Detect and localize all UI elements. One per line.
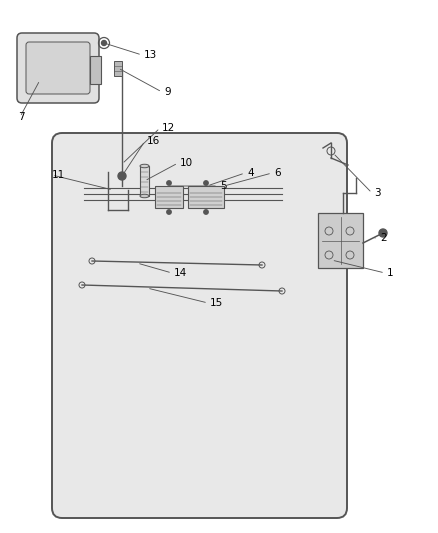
- Circle shape: [204, 210, 208, 214]
- Text: 3: 3: [374, 188, 381, 198]
- Text: 4: 4: [247, 168, 254, 178]
- Circle shape: [102, 41, 106, 45]
- Circle shape: [167, 181, 171, 185]
- Text: 2: 2: [380, 233, 387, 243]
- Bar: [155, 186, 183, 208]
- Text: 10: 10: [180, 158, 193, 168]
- Bar: [188, 186, 224, 208]
- Text: 14: 14: [174, 268, 187, 278]
- Text: 7: 7: [18, 112, 25, 122]
- FancyBboxPatch shape: [59, 140, 340, 511]
- Text: 12: 12: [162, 123, 175, 133]
- FancyBboxPatch shape: [17, 33, 99, 103]
- Ellipse shape: [140, 194, 149, 198]
- Circle shape: [167, 210, 171, 214]
- Text: 1: 1: [387, 268, 394, 278]
- Text: 9: 9: [164, 87, 171, 97]
- Ellipse shape: [140, 164, 149, 168]
- Text: 11: 11: [52, 170, 65, 180]
- Text: 6: 6: [274, 168, 281, 178]
- FancyBboxPatch shape: [52, 133, 347, 518]
- Circle shape: [379, 229, 387, 237]
- Text: 5: 5: [220, 181, 226, 191]
- Circle shape: [118, 172, 126, 180]
- Text: 16: 16: [147, 136, 160, 146]
- Bar: [318, 213, 363, 268]
- Text: 13: 13: [144, 50, 157, 60]
- Circle shape: [204, 181, 208, 185]
- Bar: [90, 56, 101, 84]
- Bar: [140, 166, 149, 196]
- Bar: [114, 61, 122, 76]
- Text: 15: 15: [210, 298, 223, 308]
- FancyBboxPatch shape: [26, 42, 90, 94]
